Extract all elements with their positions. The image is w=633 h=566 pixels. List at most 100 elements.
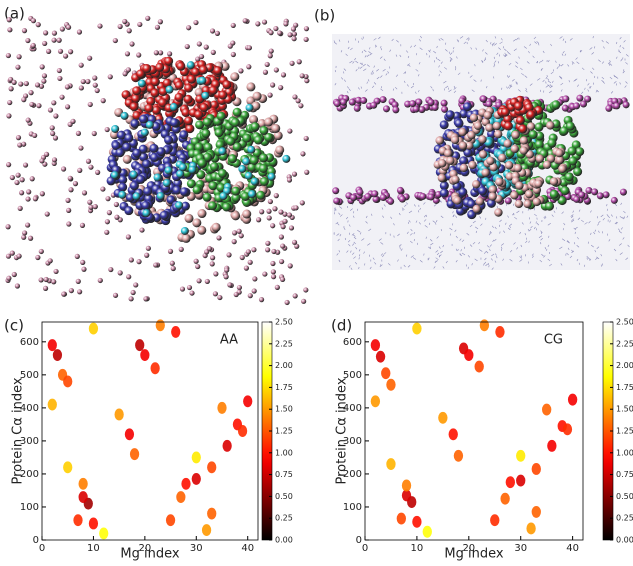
ion: [22, 230, 27, 235]
ion: [269, 48, 274, 53]
ion: [6, 276, 11, 281]
atom: [163, 179, 171, 187]
plot-background: [365, 322, 583, 540]
ion: [298, 103, 303, 108]
ion: [287, 128, 292, 133]
ion: [197, 41, 202, 46]
atom: [215, 128, 224, 137]
ion: [5, 224, 10, 229]
atom: [568, 147, 577, 156]
ion: [104, 230, 109, 235]
ion: [61, 292, 66, 297]
ion: [292, 36, 297, 41]
colorbar-tick-label: 0.00: [275, 536, 293, 545]
atom: [523, 200, 531, 208]
ion: [52, 31, 57, 36]
atom: [545, 202, 554, 211]
cell: [547, 440, 556, 452]
ion: [15, 65, 20, 70]
panel-label: (b): [314, 7, 335, 25]
atom: [467, 131, 475, 139]
atom: [494, 208, 502, 216]
atom: [543, 161, 551, 169]
ion: [280, 277, 285, 282]
atom: [130, 119, 139, 128]
cell: [140, 349, 149, 361]
cell: [526, 522, 535, 534]
ion: [53, 135, 58, 140]
cell: [454, 450, 463, 462]
lipid: [603, 191, 610, 198]
atom: [176, 62, 185, 71]
ion: [6, 162, 11, 167]
ion: [98, 278, 103, 283]
lipid: [350, 194, 357, 201]
cell: [89, 518, 98, 530]
atom: [438, 159, 446, 167]
ion: [303, 287, 308, 292]
ion: [108, 267, 113, 272]
atom: [222, 203, 231, 212]
ion: [224, 274, 229, 279]
atom: [271, 124, 280, 133]
ion: [87, 200, 92, 205]
ion: [57, 38, 62, 43]
ion: [231, 52, 236, 57]
lipid: [334, 100, 341, 107]
atom: [514, 164, 522, 172]
atom: [231, 118, 240, 127]
cell: [130, 448, 139, 460]
atom: [198, 77, 206, 85]
atom: [438, 174, 446, 182]
atom: [248, 190, 256, 198]
atom: [198, 159, 207, 168]
atom: [504, 122, 513, 131]
ion: [65, 84, 70, 89]
ion: [131, 290, 136, 295]
ion: [256, 217, 261, 222]
ion: [30, 176, 35, 181]
ion: [19, 190, 24, 195]
lipid: [562, 95, 569, 102]
ion: [237, 285, 242, 290]
atom: [218, 147, 226, 155]
ion: [136, 52, 141, 57]
atom: [525, 190, 533, 198]
ion: [265, 62, 270, 67]
ion: [42, 41, 47, 46]
ion: [43, 286, 48, 291]
atom: [246, 104, 254, 112]
atom: [573, 167, 582, 176]
atom: [247, 146, 255, 154]
ion: [43, 30, 48, 35]
cell: [135, 339, 144, 351]
ion: [271, 274, 276, 279]
cell: [238, 425, 247, 437]
cell: [63, 461, 72, 473]
ion: [45, 211, 50, 216]
atom: [111, 125, 119, 133]
x-tick-label: 40: [241, 543, 254, 554]
atom: [139, 115, 148, 124]
ion: [28, 236, 33, 241]
ion: [7, 17, 12, 22]
atom: [551, 100, 560, 109]
atom: [143, 187, 152, 196]
atom: [193, 185, 202, 194]
cell: [412, 323, 421, 335]
ion: [20, 177, 25, 182]
atom: [197, 226, 206, 235]
ion: [33, 196, 38, 201]
ion: [247, 45, 252, 50]
lipid: [397, 187, 404, 194]
ion: [279, 259, 284, 264]
ion: [232, 239, 237, 244]
ion: [268, 93, 273, 98]
ion: [7, 100, 12, 105]
ion: [291, 26, 296, 31]
atom: [124, 133, 133, 142]
x-tick-label: 0: [39, 543, 45, 554]
atom: [187, 61, 195, 69]
atom: [149, 144, 158, 153]
ion: [224, 267, 229, 272]
